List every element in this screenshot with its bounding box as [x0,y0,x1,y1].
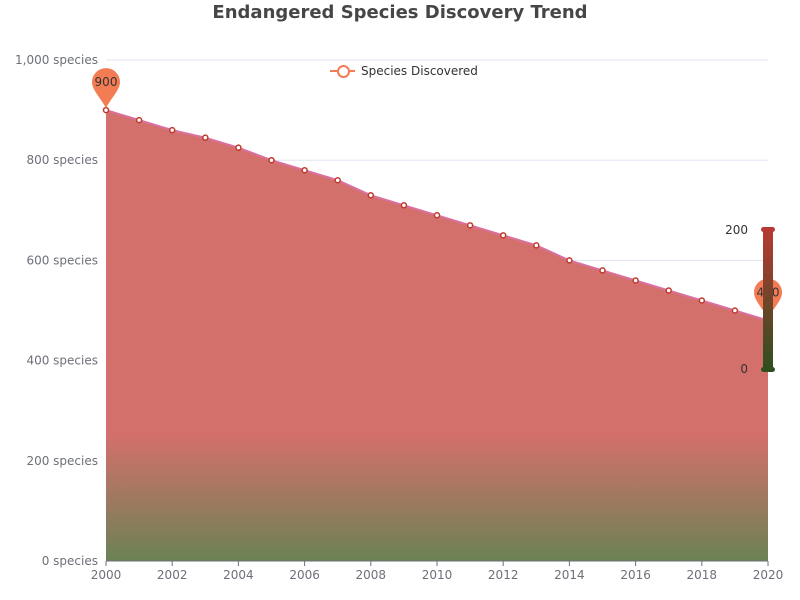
marker-pin-shape [92,68,121,109]
chart-title: Endangered Species Discovery Trend [212,2,588,23]
x-tick-label: 2020 [753,568,784,582]
data-point [367,192,375,199]
data-point [168,126,176,134]
data-point [400,202,408,209]
data-point [235,144,242,151]
visual-map-handle-top [761,227,775,232]
data-point [334,176,341,184]
x-tick-label: 2014 [554,568,585,582]
y-tick-label: 800 species [26,153,98,167]
data-point [301,166,308,174]
data-point [698,297,706,304]
data-point [268,156,275,164]
data-point [135,116,143,124]
y-tick-label: 0 species [42,554,98,568]
series-area [106,110,768,561]
data-point [533,242,540,249]
visual-map-min-label: 0 [740,362,748,376]
y-tick-label: 600 species [26,253,98,267]
x-tick-label: 2016 [620,568,651,582]
y-tick-label: 400 species [26,354,98,368]
x-tick-label: 2006 [289,568,320,582]
x-tick-label: 2002 [157,568,188,582]
y-tick-label: 200 species [26,454,98,468]
legend-label: Species Discovered [361,64,478,78]
data-point [466,222,474,229]
visual-map-handle-bottom [761,367,775,372]
data-point [433,212,441,219]
data-point [202,134,209,141]
legend[interactable]: Species Discovered [330,63,478,79]
x-tick-label: 2004 [223,568,254,582]
data-point [731,307,739,314]
x-tick-label: 2010 [422,568,453,582]
y-tick-label: 1,000 species [15,53,98,67]
visual-map-bar [763,230,773,369]
x-tick-label: 2000 [91,568,122,582]
max-marker: 900 [92,68,121,109]
legend-symbol [330,64,355,78]
data-point [632,277,639,284]
data-point [566,257,573,264]
data-point [102,106,110,114]
marker-pin-label: 900 [95,75,118,89]
data-point [665,287,672,294]
data-point [499,232,507,239]
x-tick-label: 2018 [687,568,718,582]
visual-map-max-label: 200 [725,223,748,237]
data-point [599,267,606,274]
x-tick-label: 2008 [356,568,387,582]
x-tick-label: 2012 [488,568,519,582]
